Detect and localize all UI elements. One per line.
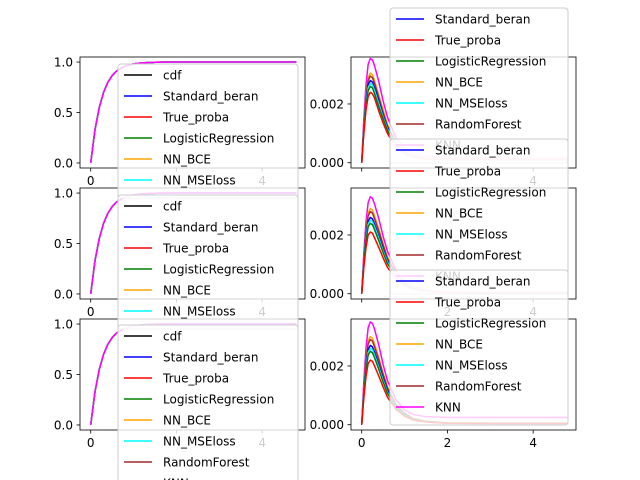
legend-label-nn_mseloss: NN_MSEloss: [435, 359, 508, 373]
legend-label-standard_beran: Standard_beran: [163, 90, 258, 104]
x-tick-label: 0: [87, 305, 95, 319]
legend-label-randomforest: RandomForest: [435, 249, 522, 263]
legend-label-logisticregression: LogisticRegression: [163, 393, 274, 407]
x-tick-label: 0: [87, 436, 95, 450]
legend-label-nn_bce: NN_BCE: [435, 338, 483, 352]
legend-label-nn_bce: NN_BCE: [435, 207, 483, 221]
y-tick-label: 0.5: [54, 237, 73, 251]
legend-row1-right: Standard_beran True_proba LogisticRegressi…: [389, 7, 569, 164]
x-tick-label: 0: [358, 436, 366, 450]
legend-label-cdf: cdf: [163, 330, 182, 344]
legend-label-standard_beran: Standard_beran: [435, 275, 530, 289]
y-tick-label: 0.0: [54, 287, 73, 301]
y-tick-label: 1.0: [54, 317, 73, 331]
y-tick-label: 0.002: [310, 228, 344, 242]
legend-label-nn_mseloss: NN_MSEloss: [163, 174, 236, 188]
legend-label-logisticregression: LogisticRegression: [163, 263, 274, 277]
legend-frame: [389, 269, 569, 426]
y-tick-label: 0.0: [54, 418, 73, 432]
legend-label-randomforest: RandomForest: [435, 380, 522, 394]
legend-label-logisticregression: LogisticRegression: [435, 186, 546, 200]
legend-label-knn: KNN: [163, 477, 189, 480]
legend-label-true_proba: True_proba: [434, 165, 501, 179]
legend-row2-left: cdf Standard_beran True_proba LogisticRegre…: [117, 194, 299, 330]
y-tick-label: 1.0: [54, 186, 73, 200]
legend-label-randomforest: RandomForest: [435, 118, 522, 132]
legend-label-standard_beran: Standard_beran: [435, 144, 530, 158]
y-tick-label: 0.000: [310, 156, 344, 170]
legend-label-true_proba: True_proba: [162, 372, 229, 386]
legend-row1-left: cdf Standard_beran True_proba LogisticRegre…: [117, 63, 299, 199]
legend-label-nn_mseloss: NN_MSEloss: [435, 228, 508, 242]
y-tick-label: 0.000: [310, 287, 344, 301]
x-tick-label: 2: [444, 436, 452, 450]
legend-label-true_proba: True_proba: [162, 111, 229, 125]
legend-label-nn_bce: NN_BCE: [163, 284, 211, 298]
legend-label-nn_bce: NN_BCE: [435, 76, 483, 90]
legend-label-logisticregression: LogisticRegression: [435, 55, 546, 69]
legend-label-standard_beran: Standard_beran: [435, 13, 530, 27]
legend-label-cdf: cdf: [163, 69, 182, 83]
y-tick-label: 0.002: [310, 97, 344, 111]
x-tick-label: 0: [87, 174, 95, 188]
subplot-grid: 040.00.51.040.0000.002040.00.51.0240.000…: [54, 7, 577, 480]
legend-label-true_proba: True_proba: [434, 296, 501, 310]
legend-label-standard_beran: Standard_beran: [163, 351, 258, 365]
legend-label-knn: KNN: [435, 401, 461, 415]
legend-label-cdf: cdf: [163, 200, 182, 214]
y-tick-label: 0.0: [54, 156, 73, 170]
x-tick-label: 4: [529, 436, 537, 450]
legend-label-logisticregression: LogisticRegression: [163, 132, 274, 146]
legend-label-nn_mseloss: NN_MSEloss: [163, 305, 236, 319]
legend-label-nn_mseloss: NN_MSEloss: [163, 435, 236, 449]
y-tick-label: 0.5: [54, 368, 73, 382]
legend-frame: [117, 324, 299, 480]
y-tick-label: 1.0: [54, 55, 73, 69]
y-tick-label: 0.000: [310, 418, 344, 432]
legend-label-nn_bce: NN_BCE: [163, 414, 211, 428]
legend-label-true_proba: True_proba: [434, 34, 501, 48]
y-tick-label: 0.002: [310, 359, 344, 373]
legend-label-nn_mseloss: NN_MSEloss: [435, 97, 508, 111]
legend-label-nn_bce: NN_BCE: [163, 153, 211, 167]
legend-label-standard_beran: Standard_beran: [163, 221, 258, 235]
y-tick-label: 0.5: [54, 106, 73, 120]
legend-row3-left: cdf Standard_beran True_proba LogisticRegre…: [117, 324, 299, 480]
legend-label-randomforest: RandomForest: [163, 456, 250, 470]
legend-label-logisticregression: LogisticRegression: [435, 317, 546, 331]
legend-label-true_proba: True_proba: [162, 242, 229, 256]
legend-row3-right: Standard_beran True_proba LogisticRegressi…: [389, 269, 569, 426]
